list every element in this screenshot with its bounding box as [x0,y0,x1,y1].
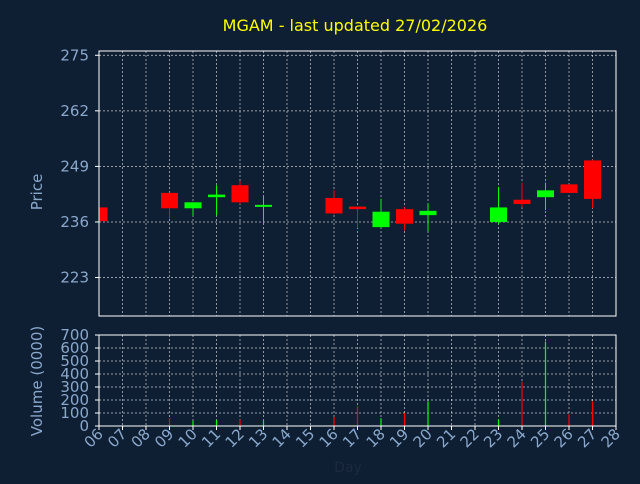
volume-tick-label: 100 [60,404,89,422]
price-tick-label: 249 [60,157,89,175]
volume-tick-label: 700 [60,326,89,344]
price-tick-label: 223 [60,269,89,287]
candle-body [419,210,437,216]
candle-body [560,184,578,193]
chart-title: MGAM - last updated 27/02/2026 [223,16,488,35]
candle-body [208,194,225,198]
price-axis-label: Price [28,174,46,211]
candle-body [99,207,108,222]
volume-tick-label: 200 [60,391,89,409]
candle-body [349,206,366,210]
volume-tick-label: 0 [79,417,89,435]
volume-axis-label: Volume (0000) [28,326,46,436]
volume-tick-label: 400 [60,365,89,383]
price-tick-label: 236 [60,213,89,231]
candle-body [231,185,249,203]
x-axis-label: Day [334,460,362,476]
volume-tick-label: 300 [60,378,89,396]
candle-body [161,192,178,209]
candle-body [490,207,507,222]
volume-bars-group [99,341,594,426]
candle-body [325,198,343,214]
price-panel: 275 262 249 236 223 [60,46,617,317]
candle-body [372,211,390,228]
price-tick-label: 262 [60,102,89,120]
price-frame [98,50,617,317]
candle-body [396,209,413,224]
candle-body [184,202,202,209]
volume-tick-label: 600 [60,339,89,357]
volume-tick-label: 500 [60,352,89,370]
candle-body [513,199,531,205]
candles-group [99,159,601,232]
price-tick-label: 275 [60,46,89,64]
candle-body [537,190,554,198]
candle-body [255,204,272,207]
x-axis: 0607080910111213141516171819202122232425… [81,425,624,451]
candle-body [584,160,601,199]
